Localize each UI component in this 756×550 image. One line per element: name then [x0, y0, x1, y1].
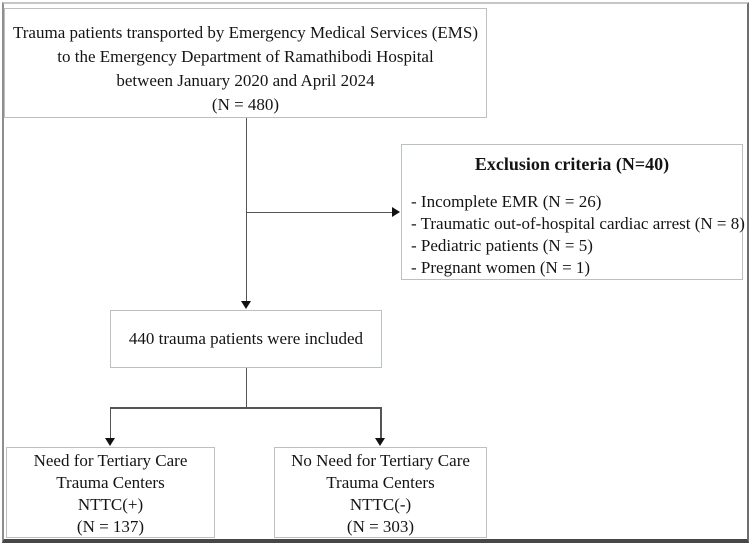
flow-box-line: 440 trauma patients were included — [128, 329, 364, 348]
flow-box-included-patients: 440 trauma patients were included — [110, 310, 382, 368]
arrow-down-icon — [104, 438, 115, 446]
flow-box-line: Trauma Centers — [56, 473, 165, 492]
flow-box-line: (N = 303) — [346, 517, 415, 536]
connector-included-down — [245, 368, 247, 408]
flow-box-line: (N = 480) — [211, 95, 280, 114]
flow-box-line: NTTC(-) — [349, 495, 412, 514]
connector-top-to-included — [245, 118, 247, 303]
flow-box-line: to the Emergency Department of Ramathibo… — [57, 47, 434, 66]
flow-box-ems-trauma-patients: Trauma patients transported by Emergency… — [4, 8, 487, 118]
connector-branch-to-exclusion — [246, 211, 393, 213]
flow-box-line: between January 2020 and April 2024 — [116, 71, 375, 90]
exclusion-list: - Incomplete EMR (N = 26) - Traumatic ou… — [402, 191, 745, 279]
flow-box-line: Trauma Centers — [326, 473, 435, 492]
arrow-right-icon — [392, 206, 400, 217]
exclusion-title: Exclusion criteria (N=40) — [474, 154, 670, 174]
exclusion-item: - Traumatic out-of-hospital cardiac arre… — [411, 214, 745, 233]
connector-to-nttc-positive — [109, 407, 111, 439]
exclusion-item: - Pregnant women (N = 1) — [411, 258, 591, 277]
flow-box-exclusion-criteria: Exclusion criteria (N=40) - Incomplete E… — [401, 144, 745, 280]
diagram-outer-frame — [2, 2, 749, 543]
arrow-down-icon — [240, 301, 251, 309]
flow-box-nttc-negative: No Need for Tertiary Care Trauma Centers… — [274, 447, 487, 538]
arrow-down-icon — [375, 438, 385, 446]
exclusion-item: - Pediatric patients (N = 5) — [411, 236, 593, 255]
flow-box-nttc-positive: Need for Tertiary Care Trauma Centers NT… — [6, 447, 215, 538]
connector-to-nttc-negative — [380, 407, 382, 439]
flow-box-line: No Need for Tertiary Care — [291, 451, 470, 470]
exclusion-item: - Incomplete EMR (N = 26) — [411, 192, 602, 211]
flow-box-line: (N = 137) — [76, 517, 145, 536]
flow-box-line: NTTC(+) — [77, 495, 144, 514]
flow-box-line: Trauma patients transported by Emergency… — [12, 23, 479, 42]
flow-box-line: Need for Tertiary Care — [33, 451, 188, 470]
connector-split-horizontal — [109, 407, 382, 409]
